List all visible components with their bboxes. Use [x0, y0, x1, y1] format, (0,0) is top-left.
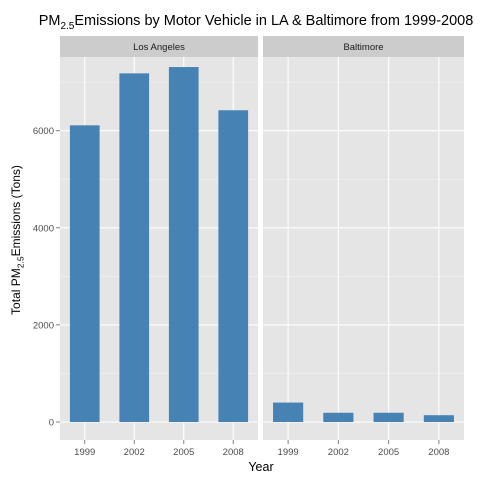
- x-tick-label: 2002: [328, 447, 349, 458]
- bar-los-angeles-2008: [218, 110, 249, 422]
- x-tick-label: 2008: [428, 447, 449, 458]
- facet-strip-label: Baltimore: [343, 42, 383, 53]
- ylabel-rest: Emissions (Tons): [9, 165, 23, 256]
- facet-panels: Los Angeles Baltimore: [60, 36, 464, 440]
- title-rest: Emissions by Motor Vehicle in LA & Balti…: [74, 13, 473, 29]
- facet-strip: [263, 36, 464, 57]
- y-axis: 0 2000 4000 6000: [33, 126, 60, 429]
- bar-baltimore-2005: [373, 412, 404, 422]
- title-subscript: 2.5: [60, 21, 74, 32]
- x-tick-label: 2005: [378, 447, 399, 458]
- y-axis-title: Total PM2.5Emissions (Tons): [9, 165, 26, 315]
- x-tick-label: 2002: [124, 447, 145, 458]
- facet-strip: [60, 36, 258, 57]
- y-tick-label: 6000: [33, 126, 54, 137]
- y-tick-label: 0: [49, 418, 54, 429]
- bar-baltimore-1999: [273, 402, 304, 422]
- x-axis-title: Year: [248, 460, 273, 474]
- bar-los-angeles-2002: [119, 73, 150, 422]
- bar-los-angeles-2005: [168, 67, 199, 423]
- bar-baltimore-2002: [323, 412, 354, 422]
- bar-los-angeles-1999: [69, 125, 100, 422]
- facet-strip-label: Los Angeles: [133, 42, 185, 53]
- facet-los-angeles: Los Angeles: [60, 36, 258, 440]
- bar-baltimore-2008: [423, 415, 454, 422]
- y-tick-label: 2000: [33, 320, 54, 331]
- y-tick-label: 4000: [33, 223, 54, 234]
- ylabel-pm: Total PM: [9, 268, 23, 315]
- panel-background: [263, 57, 464, 440]
- x-axis: 1999 2002 2005 2008 1999 2002 2005 2008: [74, 440, 449, 458]
- x-tick-label: 2008: [223, 447, 244, 458]
- x-tick-label: 2005: [173, 447, 194, 458]
- ylabel-subscript: 2.5: [16, 256, 26, 268]
- x-tick-label: 1999: [278, 447, 299, 458]
- facet-baltimore: Baltimore: [263, 36, 464, 440]
- chart-title: PM2.5Emissions by Motor Vehicle in LA & …: [39, 13, 474, 32]
- title-pm: PM: [39, 13, 61, 29]
- x-tick-label: 1999: [74, 447, 95, 458]
